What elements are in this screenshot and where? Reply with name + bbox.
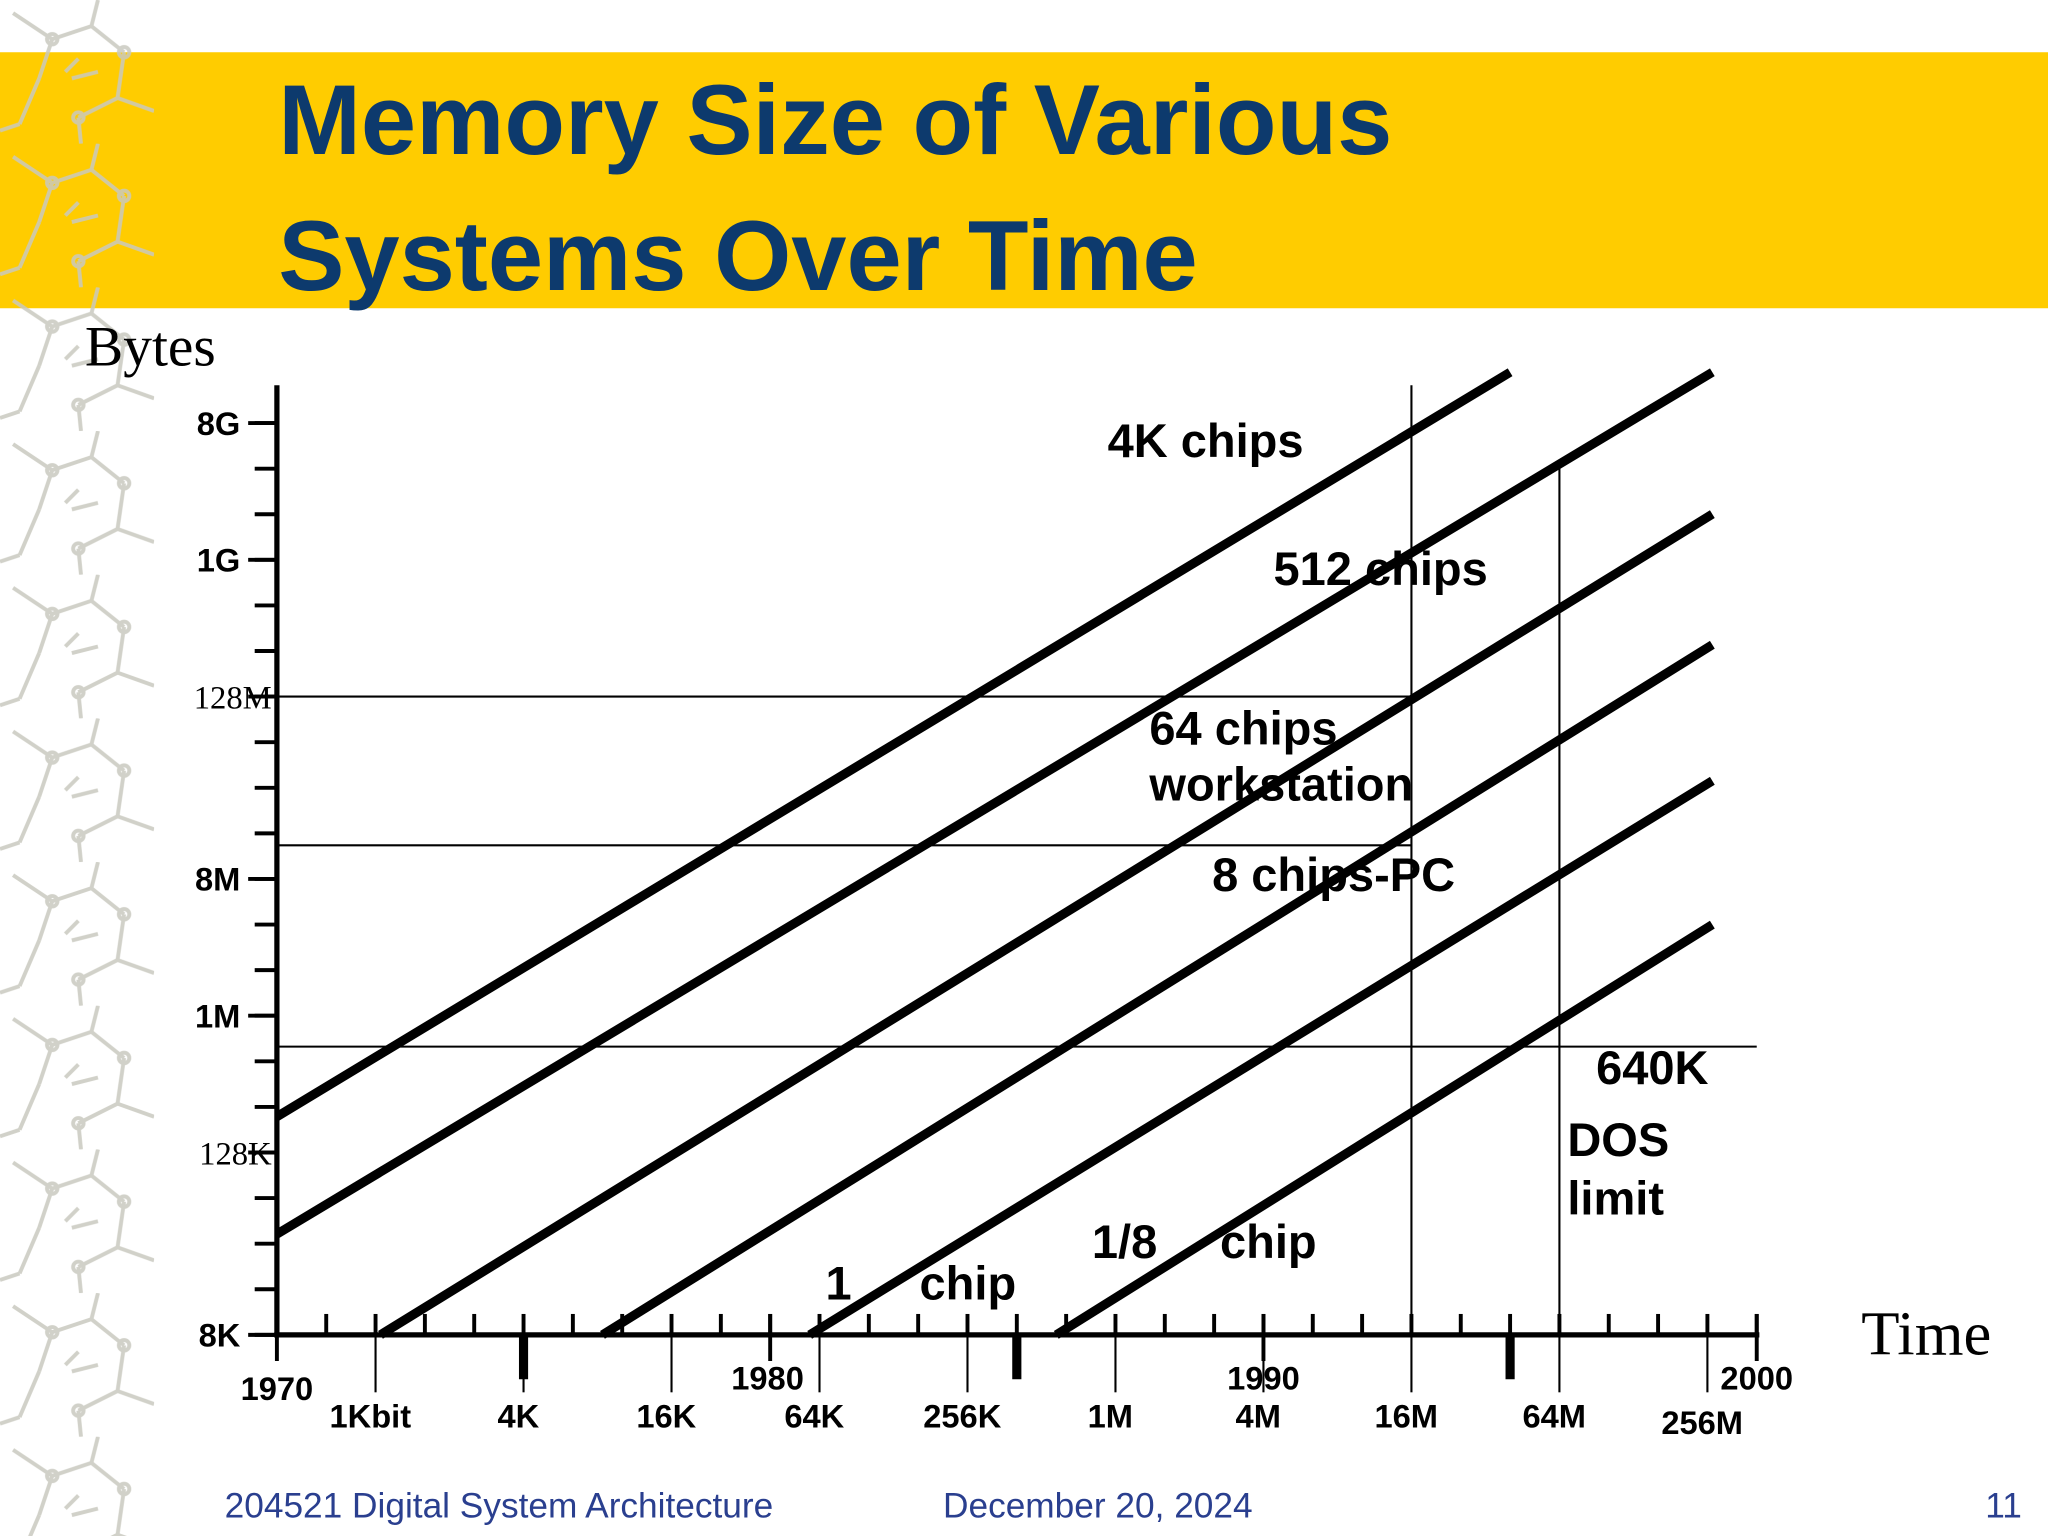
y-tick-label: 1M [195, 997, 240, 1034]
title-band [0, 52, 2048, 309]
chip-label: 4M [1236, 1398, 1281, 1435]
y-tick-label: 128M [194, 680, 272, 716]
y-axis-label: Bytes [85, 316, 216, 379]
series-label: 1 chip [825, 1257, 1016, 1310]
title-line: Memory Size of Various [278, 65, 1392, 176]
series-line [378, 510, 1715, 1339]
series-line [600, 640, 1715, 1339]
chip-label: 1M [1088, 1398, 1133, 1435]
chip-label: 4K [497, 1398, 539, 1435]
series-label: 512 chips [1273, 542, 1487, 595]
series-label: 8 chips-PC [1212, 848, 1455, 901]
chip-label: 16K [636, 1398, 696, 1435]
decoration [0, 0, 155, 1536]
chip-label: 64K [784, 1398, 844, 1435]
footer-course: 204521 Digital System Architecture [225, 1487, 774, 1526]
series-label: 64 chips [1149, 701, 1337, 754]
chip-label: 64M [1522, 1398, 1586, 1435]
footer-page: 11 [1985, 1487, 2022, 1526]
y-tick-label: 1G [197, 542, 241, 579]
series-line [1053, 920, 1715, 1339]
y-tick-label: 128K [199, 1136, 272, 1172]
series-line [274, 368, 1513, 1121]
annotation: workstation [1148, 758, 1413, 811]
footer-date: December 20, 2024 [943, 1487, 1253, 1526]
x-tick-label: 1980 [731, 1360, 804, 1397]
y-tick-label: 8G [197, 405, 241, 442]
series-label: 4K chips [1108, 414, 1304, 467]
annotation: limit [1567, 1172, 1664, 1225]
y-tick-label: 8K [199, 1317, 241, 1354]
annotation: 640K [1596, 1041, 1708, 1094]
title-line: Systems Over Time [278, 201, 1198, 312]
x-tick-label: 1970 [241, 1370, 314, 1407]
x-tick-label: 2000 [1720, 1360, 1793, 1397]
chip-label: 16M [1374, 1398, 1438, 1435]
chip-label: 256K [923, 1398, 1001, 1435]
x-axis-label: Time [1861, 1298, 1991, 1368]
series-line [807, 776, 1715, 1339]
chip-label: 256M [1661, 1404, 1743, 1441]
annotation: DOS [1567, 1113, 1669, 1166]
chip-label: 1Kbit [330, 1398, 412, 1435]
series-label: 1/8 chip [1092, 1215, 1317, 1268]
y-tick-label: 8M [195, 861, 240, 898]
series-line [274, 368, 1715, 1239]
